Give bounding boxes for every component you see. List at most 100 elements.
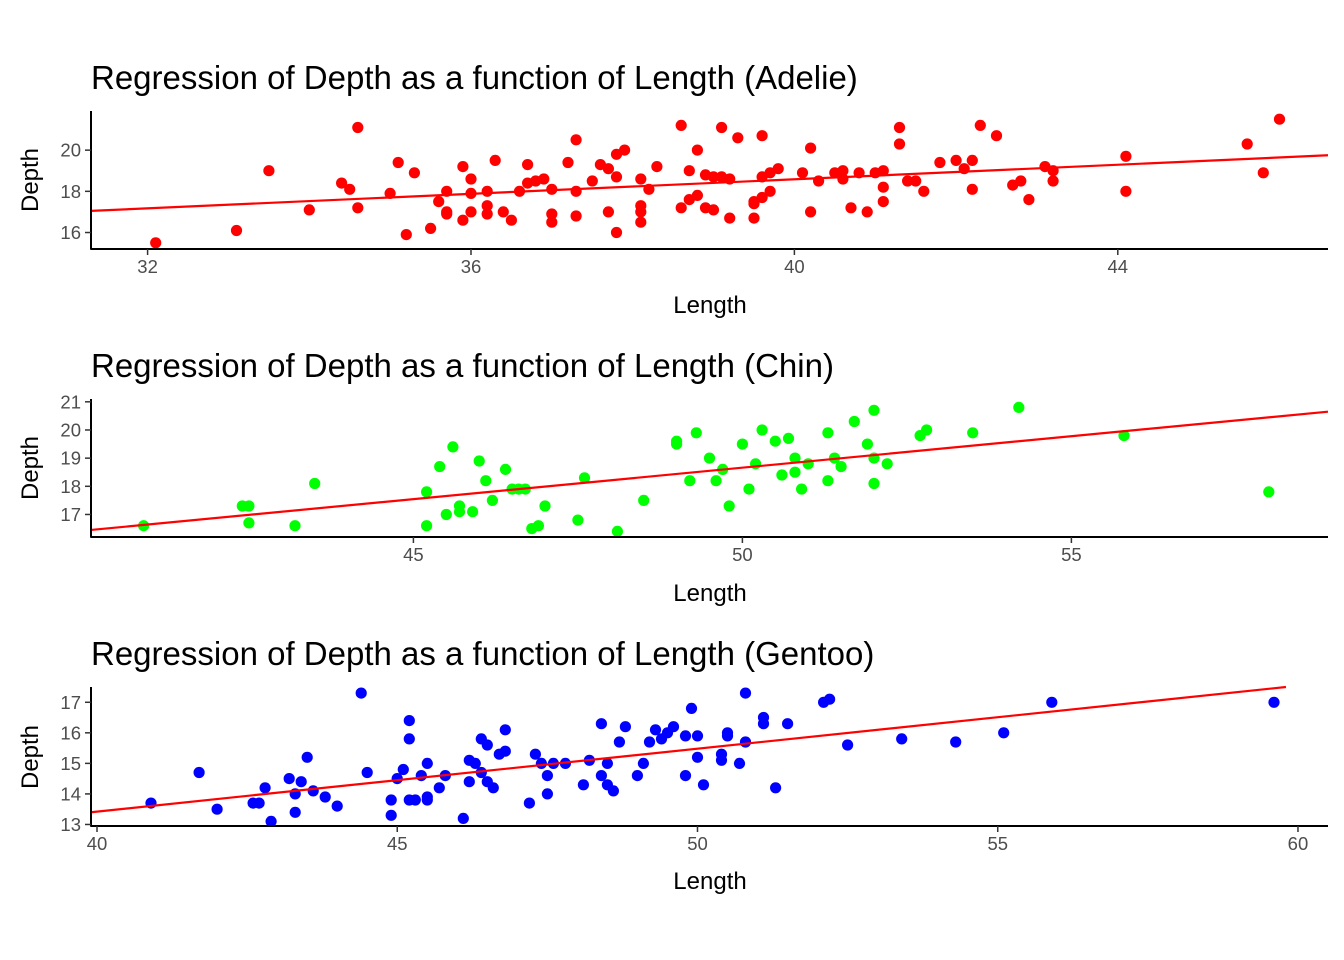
data-point: [421, 794, 433, 806]
y-tick-label: 21: [60, 391, 81, 412]
data-point: [691, 189, 704, 201]
data-point: [921, 424, 933, 436]
data-point: [950, 154, 962, 166]
data-point: [409, 794, 421, 806]
data-point: [910, 175, 922, 187]
data-point: [243, 517, 255, 529]
x-axis-label: Length: [673, 292, 746, 319]
data-point: [1120, 185, 1132, 197]
plot-area: 32 36 40 44 16 18 20: [60, 111, 1328, 277]
data-point: [481, 208, 493, 220]
data-point: [447, 441, 459, 453]
data-point: [265, 815, 277, 826]
data-point: [691, 751, 704, 763]
data-point: [529, 748, 542, 760]
y-tick-label: 16: [60, 222, 81, 243]
data-point: [1047, 175, 1059, 187]
data-point: [679, 730, 692, 742]
data-point: [748, 212, 760, 224]
data-point: [877, 196, 889, 208]
regression-line: [91, 410, 1328, 532]
data-point: [732, 132, 744, 144]
data-point: [602, 206, 615, 218]
regression-line: [91, 154, 1328, 212]
data-point: [499, 724, 511, 736]
data-point: [469, 757, 481, 770]
data-point: [263, 165, 275, 177]
data-point: [893, 138, 906, 150]
data-point: [998, 727, 1010, 739]
data-point: [230, 224, 243, 237]
data-point: [638, 494, 650, 506]
data-point: [877, 165, 889, 177]
data-point: [837, 165, 849, 177]
data-marks: [91, 401, 1328, 537]
y-tick-label: 16: [60, 722, 81, 743]
data-point: [868, 477, 880, 490]
data-point: [611, 525, 623, 537]
data-point: [739, 736, 752, 748]
data-point: [523, 797, 536, 809]
data-point: [570, 185, 582, 197]
data-point: [769, 435, 781, 447]
x-tick-label: 55: [987, 833, 1008, 854]
data-point: [433, 782, 445, 794]
data-point: [610, 226, 623, 239]
data-point: [835, 461, 847, 473]
data-point: [421, 520, 433, 532]
data-point: [538, 173, 550, 185]
data-point: [1268, 696, 1280, 708]
x-tick-label: 60: [1288, 833, 1309, 854]
x-tick-label: 40: [87, 833, 108, 854]
y-tick-label: 17: [60, 504, 81, 525]
panel-gentoo: Regression of Depth as a function of Len…: [17, 635, 1328, 895]
data-point: [595, 770, 608, 782]
data-point: [805, 206, 817, 218]
data-point: [861, 206, 873, 218]
data-point: [723, 500, 735, 512]
data-point: [403, 715, 415, 727]
data-point: [861, 438, 874, 450]
data-point: [796, 483, 808, 495]
data-point: [385, 809, 397, 821]
data-point: [635, 216, 647, 228]
data-point: [690, 427, 702, 439]
data-point: [570, 210, 582, 222]
panel-title: Regression of Depth as a function of Len…: [91, 59, 858, 96]
data-point: [950, 736, 962, 748]
data-point: [667, 721, 680, 733]
data-point: [433, 196, 445, 208]
data-point: [487, 782, 499, 794]
data-point: [467, 506, 479, 518]
data-point: [541, 788, 554, 800]
y-tick-label: 14: [60, 783, 81, 804]
data-point: [289, 520, 301, 532]
data-point: [336, 177, 348, 189]
data-point: [684, 475, 696, 487]
x-tick-label: 45: [403, 544, 424, 565]
data-point: [385, 794, 397, 806]
data-point: [539, 500, 551, 512]
data-point: [739, 687, 752, 699]
data-point: [578, 472, 591, 484]
data-point: [1241, 138, 1253, 150]
data-point: [651, 161, 663, 173]
data-point: [499, 745, 511, 757]
x-axis-label: Length: [673, 580, 746, 607]
data-point: [845, 202, 857, 214]
data-point: [796, 167, 809, 179]
data-point: [465, 206, 477, 218]
data-point: [697, 779, 710, 791]
data-point: [1120, 150, 1132, 162]
y-tick-label: 17: [60, 692, 81, 713]
data-point: [595, 718, 608, 730]
panel-title: Regression of Depth as a function of Len…: [91, 635, 874, 672]
data-point: [441, 206, 453, 218]
data-point: [570, 134, 582, 146]
data-point: [211, 803, 223, 815]
y-axis-label: Depth: [17, 725, 44, 789]
data-point: [307, 785, 319, 797]
plot-area: 40 45 50 55 60 13 14 15 16 17: [60, 685, 1328, 854]
data-point: [259, 782, 271, 794]
